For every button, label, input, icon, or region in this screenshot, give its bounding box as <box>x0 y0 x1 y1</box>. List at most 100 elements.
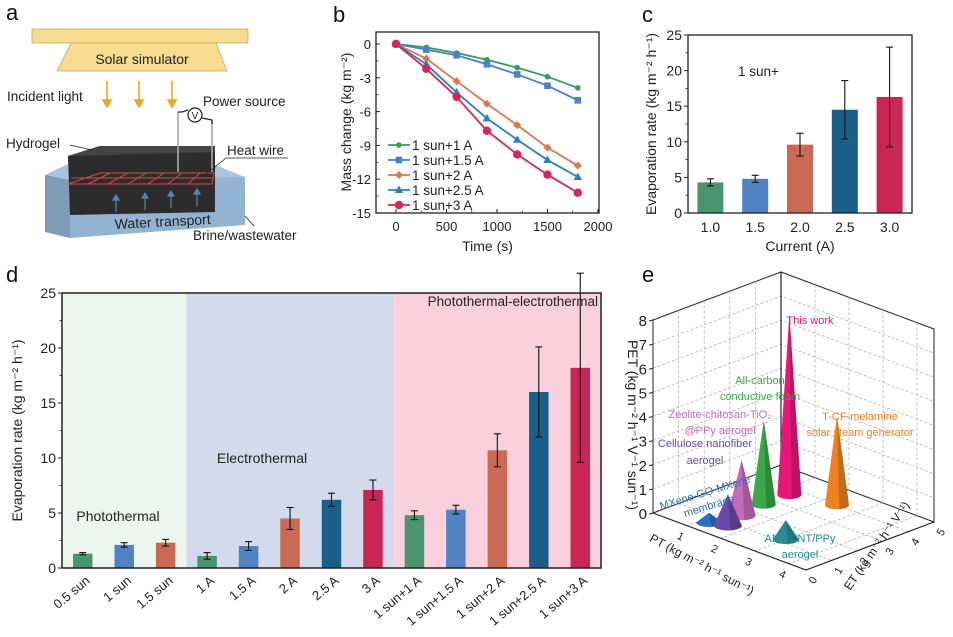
legend-marker-1 <box>395 156 403 164</box>
data-point-1-4 <box>513 71 521 78</box>
x-tick-label: 2 <box>709 543 720 556</box>
y-tick-label: 3 <box>883 546 896 557</box>
solar-simulator-lamp <box>31 28 249 44</box>
cone-label-6: ANF/CNT/PPy aerogel <box>765 533 836 561</box>
panel-letter-b: b <box>333 2 345 27</box>
y-tick-label: 25 <box>666 27 682 43</box>
bar-3 <box>197 555 217 568</box>
cone-shade-5 <box>837 415 849 510</box>
grid-line-et-floor <box>678 503 832 561</box>
incident-light-arrows <box>101 81 178 109</box>
cone-shade-1 <box>727 494 742 531</box>
light-arrow-head-3 <box>166 99 178 109</box>
cone-label-3: All-carbon conductive foam <box>720 375 800 403</box>
cone-shade-2 <box>741 459 756 521</box>
x-tick-label-0: 0.5 sun <box>50 573 92 612</box>
z-tick <box>648 391 654 394</box>
water-arrow-head <box>192 187 202 195</box>
cone-label-4: This work <box>786 315 834 327</box>
heat-wire-col <box>107 172 129 185</box>
bar-4 <box>238 546 259 568</box>
data-point-3-4 <box>513 135 522 143</box>
heat-wire-col <box>87 172 111 185</box>
voltmeter-icon <box>187 107 203 123</box>
cone-3 <box>751 420 776 509</box>
heat-wire-outline <box>67 172 215 185</box>
bar-8 <box>404 515 425 568</box>
incident-light-label: Incident light <box>7 89 83 104</box>
x-tick-label-6: 2.5 A <box>309 573 342 604</box>
legend-label-4: 1 sun+3 A <box>412 198 472 213</box>
y-tick-label: 10 <box>666 134 682 150</box>
x-tick-label-b: 500 <box>436 219 458 234</box>
x-tick-label: 1 <box>675 530 686 543</box>
legend-label-3: 1 sun+2.5 A <box>412 183 484 198</box>
y-tick-label: 5 <box>48 505 56 521</box>
cone-1 <box>713 494 742 531</box>
y-tick-label-b: -12 <box>352 172 371 187</box>
region-label-photothermal: Photothermal <box>76 508 159 524</box>
z-tick-label: 8 <box>639 313 647 330</box>
y-tick-label: 20 <box>40 340 56 356</box>
legend-label-0: 1 sun+1 A <box>412 138 472 153</box>
z-tick <box>648 343 654 346</box>
cone-label-line: aerogel <box>687 455 724 467</box>
power-source-label: Power source <box>203 94 286 109</box>
data-point-1-1 <box>423 46 430 53</box>
z-tick <box>648 464 654 467</box>
bar-0 <box>697 182 724 213</box>
panel-c: c 1 sun+ 1.0 1.5 2.0 2.5 3.0 0 5 10 15 20 25 Evapor… <box>642 2 913 254</box>
heat-wire-col <box>147 172 165 185</box>
x-tick-label-0: 1.0 <box>701 219 721 235</box>
z-tick-label: 3 <box>639 434 647 451</box>
x-axis-label: Current (A) <box>765 238 834 254</box>
cone-shade-4 <box>789 313 802 499</box>
bar-1 <box>114 544 134 568</box>
water-transport-arrows <box>111 187 202 212</box>
y-tick-label-b: -3 <box>359 71 371 86</box>
x-tick-label-b: 0 <box>392 219 399 234</box>
y-axis-label-b: Mass change (kg m⁻²) <box>338 53 354 192</box>
x-tick-label-3: 2.5 <box>835 219 855 235</box>
brine-bath-side <box>45 175 70 238</box>
data-point-0-4 <box>514 64 520 71</box>
y-tick-label: 4 <box>909 536 922 547</box>
panel-d: d 0.5 sun 1 sun 1.5 sun 1 A 1.5 A 2 A 2.5 A 3 A… <box>6 262 602 629</box>
y-axis-label: ET (kg m⁻² h⁻¹ V⁻¹) <box>841 499 913 593</box>
data-point-2-3 <box>482 99 491 108</box>
heat-wire-col <box>187 172 201 185</box>
cone-shade-6 <box>785 520 799 544</box>
back-wall-right <box>780 271 935 523</box>
solar-simulator-label: Solar simulator <box>95 51 189 67</box>
region-label-photothermal-electrothermal: Photothermal-electrothermal <box>428 294 598 309</box>
z-tick <box>648 416 654 418</box>
bar-1 <box>742 178 769 213</box>
data-point-1-6 <box>574 97 582 104</box>
brine-label: Brine/wastewater <box>193 228 297 243</box>
cone-shade-3 <box>763 420 776 509</box>
x-axis-label: PT (kg m⁻² h⁻¹ sun⁻¹) <box>647 531 756 598</box>
legend-label-2: 1 sun+2 A <box>412 168 472 183</box>
y-tick-label-b: -15 <box>352 206 371 221</box>
z-tick-label: 6 <box>639 361 647 378</box>
data-point-1-3 <box>483 60 491 68</box>
y-tick-label: 0 <box>807 575 820 586</box>
y-tick-label: 5 <box>935 527 948 538</box>
y-tick-label: 0 <box>48 560 56 576</box>
panel-a: a Solar simulator Incident light Power s… <box>6 0 297 243</box>
x-tick-label-4: 1.5 A <box>226 573 259 604</box>
y-tick-label: 1 <box>832 565 845 576</box>
x-tick-label-2: 1.5 sun <box>133 573 175 612</box>
x-tick-label-1: 1 sun <box>100 573 134 605</box>
light-arrow-head-2 <box>133 99 145 109</box>
bar-2 <box>155 542 176 568</box>
z-tick-label: 0 <box>639 506 647 523</box>
x-tick-label-2: 2.0 <box>790 219 810 235</box>
cone-label-line: Zeolite-chitosan-TiO₂ <box>669 409 772 421</box>
panel-letter-c: c <box>642 2 653 27</box>
cone-5 <box>825 415 849 510</box>
water-arrow-head <box>166 189 176 197</box>
cone-4 <box>777 313 802 500</box>
y-tick-label: 15 <box>40 395 56 411</box>
